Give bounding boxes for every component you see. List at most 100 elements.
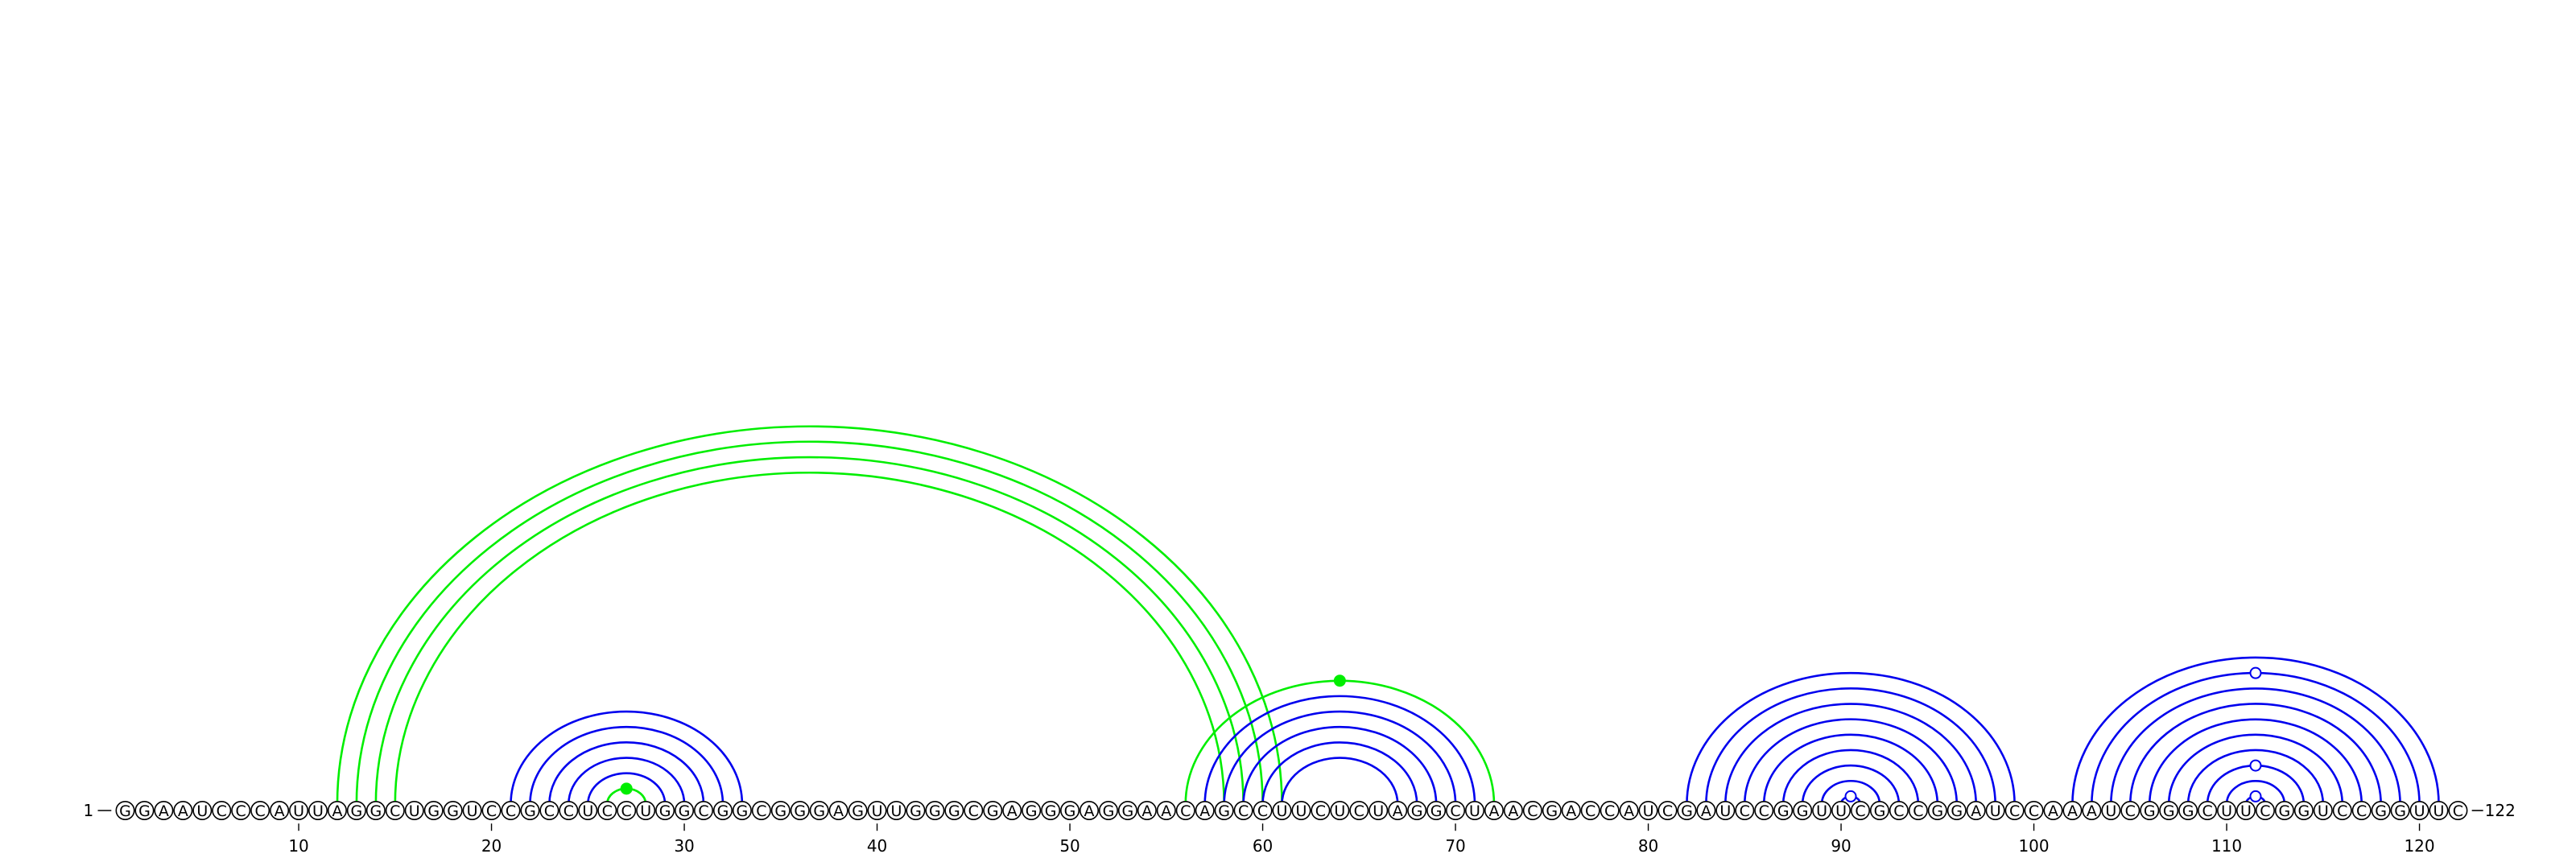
nucleotide-circle — [501, 800, 521, 820]
tick-label-20: 20 — [481, 836, 502, 856]
nucleotide-17: G — [423, 800, 444, 820]
nucleotide-letter: C — [1354, 802, 1364, 820]
nucleotide-3: A — [154, 800, 174, 820]
nucleotide-95: G — [1927, 800, 1947, 820]
nucleotide-letter: U — [1643, 802, 1654, 820]
nucleotide-circle — [944, 800, 964, 820]
nucleotide-107: G — [2159, 800, 2179, 820]
nucleotide-circle — [212, 800, 232, 820]
nucleotide-114: G — [2293, 800, 2314, 820]
nucleotide-letter: G — [138, 802, 151, 820]
nucleotide-letter: G — [119, 802, 131, 820]
nucleotide-9: A — [270, 800, 290, 820]
nucleotide-24: C — [559, 800, 579, 820]
nucleotide-letter: C — [217, 802, 227, 820]
tick-label-40: 40 — [867, 836, 887, 856]
nucleotide-circle — [481, 800, 502, 820]
nucleotide-101: A — [2043, 800, 2063, 820]
nucleotide-circle — [1156, 800, 1176, 820]
nucleotide-circle — [1851, 800, 1871, 820]
nucleotide-circle — [1060, 800, 1080, 820]
nucleotide-circle — [2178, 800, 2198, 820]
tick-label-80: 80 — [1638, 836, 1658, 856]
nucleotide-circle — [2313, 800, 2333, 820]
nucleotide-circle — [693, 800, 713, 820]
nucleotide-54: A — [1137, 800, 1157, 820]
nucleotide-44: G — [944, 800, 964, 820]
nucleotide-circle — [2409, 800, 2429, 820]
nucleotide-circle — [732, 800, 752, 820]
nucleotide-118: G — [2371, 800, 2391, 820]
nucleotide-90: U — [1831, 800, 1852, 820]
nucleotide-letter: A — [1084, 802, 1095, 820]
arc-25-29 — [587, 772, 667, 805]
nucleotide-letter: C — [1604, 802, 1615, 820]
arc-85-96 — [1744, 718, 1959, 805]
nucleotide-letter: U — [891, 802, 902, 820]
arc-59-69 — [1242, 725, 1438, 805]
arc-marker-103-120 — [2249, 666, 2262, 679]
nucleotide-letter: G — [717, 802, 729, 820]
nucleotide-7: C — [231, 800, 251, 820]
nucleotide-letter: C — [1450, 802, 1460, 820]
nucleotide-77: C — [1580, 800, 1600, 820]
nucleotide-circle — [173, 800, 193, 820]
nucleotide-letter: U — [467, 802, 478, 820]
nucleotide-109: C — [2198, 800, 2218, 820]
nucleotide-letter: A — [1624, 802, 1634, 820]
nucleotide-76: A — [1561, 800, 1581, 820]
nucleotide-92: G — [1869, 800, 1889, 820]
nucleotide-letter: U — [2414, 802, 2425, 820]
nucleotide-circle — [1889, 800, 1909, 820]
nucleotide-33: G — [732, 800, 752, 820]
arc-60-68 — [1261, 741, 1418, 805]
nucleotide-119: G — [2390, 800, 2410, 820]
nucleotide-87: G — [1773, 800, 1794, 820]
nucleotide-circle — [1137, 800, 1157, 820]
nucleotide-letter: A — [1393, 802, 1403, 820]
nucleotide-circle — [154, 800, 174, 820]
nucleotide-34: C — [751, 800, 771, 820]
nucleotide-letter: A — [1508, 802, 1518, 820]
nucleotide-letter: U — [1835, 802, 1847, 820]
nucleotide-circle — [848, 800, 868, 820]
nucleotide-121: U — [2429, 800, 2449, 820]
nucleotide-letter: C — [2125, 802, 2136, 820]
nucleotide-letter: A — [1141, 802, 1152, 820]
nucleotide-circle — [539, 800, 559, 820]
nucleotide-113: G — [2274, 800, 2294, 820]
nucleotide-letter: C — [236, 802, 246, 820]
nucleotide-letter: A — [1566, 802, 1576, 820]
arc-87-94 — [1781, 749, 1920, 805]
nucleotide-letter: A — [2048, 802, 2058, 820]
nucleotide-circle — [2332, 800, 2352, 820]
nucleotide-105: C — [2120, 800, 2140, 820]
nucleotide-letter: C — [2260, 802, 2270, 820]
nucleotide-letter: C — [544, 802, 555, 820]
nucleotide-letter: C — [1759, 802, 1769, 820]
nucleotide-letter: U — [2240, 802, 2252, 820]
tick-label-70: 70 — [1445, 836, 1465, 856]
arc-106-117 — [2148, 718, 2363, 805]
nucleotide-circle — [886, 800, 906, 820]
nucleotide-letter: G — [1931, 802, 1943, 820]
nucleotide-circle — [443, 800, 463, 820]
nucleotide-circle — [867, 800, 887, 820]
nucleotide-46: G — [983, 800, 1003, 820]
nucleotide-115: U — [2313, 800, 2333, 820]
nucleotide-circle — [1908, 800, 1928, 820]
nucleotide-35: G — [770, 800, 791, 820]
nucleotide-letter: A — [1488, 802, 1499, 820]
nucleotide-letter: G — [2297, 802, 2310, 820]
tick-label-30: 30 — [674, 836, 694, 856]
nucleotide-4: A — [173, 800, 193, 820]
nucleotide-letter: C — [1740, 802, 1750, 820]
nucleotide-circle — [1946, 800, 1967, 820]
nucleotide-letter: C — [506, 802, 516, 820]
nucleotide-6: C — [212, 800, 232, 820]
nucleotide-74: C — [1522, 800, 1542, 820]
nucleotide-98: U — [1985, 800, 2005, 820]
nucleotide-letter: C — [1238, 802, 1249, 820]
nucleotide-letter: C — [1913, 802, 1923, 820]
nucleotide-43: G — [925, 800, 945, 820]
